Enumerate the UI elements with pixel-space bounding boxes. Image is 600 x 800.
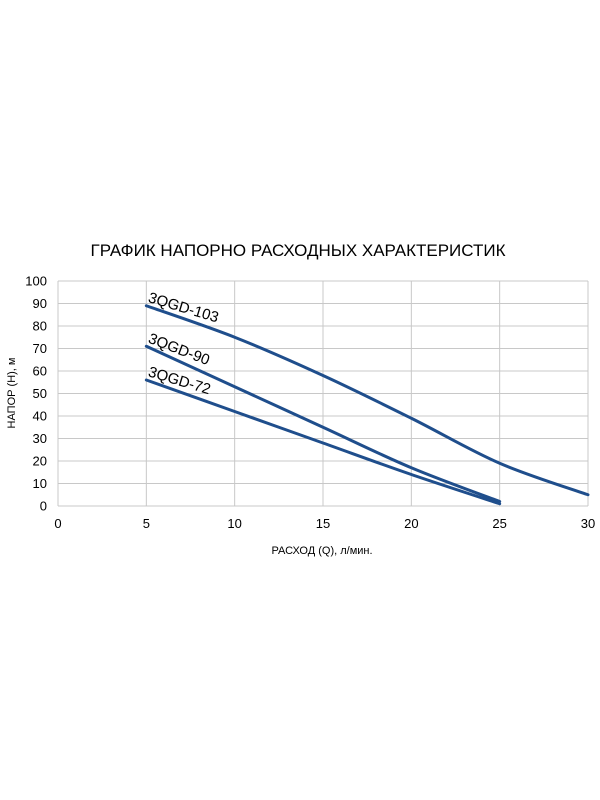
series-label-3qgd-103: 3QGD-103	[146, 289, 220, 326]
y-tick-label: 60	[33, 364, 47, 379]
y-tick-label: 90	[33, 296, 47, 311]
grid	[57, 280, 589, 507]
x-axis-ticks: 0 5 10 15 20 25 30	[54, 516, 595, 531]
y-axis-ticks: 0 10 20 30 40 50 60 70 80 90 100	[25, 274, 47, 514]
x-tick-label: 10	[227, 516, 241, 531]
y-tick-label: 70	[33, 341, 47, 356]
y-tick-label: 30	[33, 431, 47, 446]
series-lines	[144, 304, 590, 506]
y-tick-label: 80	[33, 319, 47, 334]
y-tick-label: 10	[33, 476, 47, 491]
y-tick-label: 0	[40, 499, 47, 514]
x-tick-label: 0	[54, 516, 61, 531]
x-tick-label: 30	[581, 516, 595, 531]
series-label-3qgd-90: 3QGD-90	[146, 330, 212, 369]
x-tick-label: 5	[143, 516, 150, 531]
series-line-3qgd-72	[144, 378, 502, 506]
y-axis-label: НАПОР (H), м	[6, 358, 18, 429]
y-tick-label: 100	[25, 274, 47, 289]
y-tick-label: 40	[33, 409, 47, 424]
x-tick-label: 20	[404, 516, 418, 531]
x-axis-label: РАСХОД (Q), л/мин.	[271, 545, 372, 557]
y-tick-label: 20	[33, 454, 47, 469]
x-tick-label: 15	[316, 516, 330, 531]
x-tick-label: 25	[492, 516, 506, 531]
series-line-3qgd-103	[144, 304, 590, 497]
chart-title: ГРАФИК НАПОРНО РАСХОДНЫХ ХАРАКТЕРИСТИК	[90, 241, 505, 260]
y-tick-label: 50	[33, 386, 47, 401]
series-line-3qgd-90	[144, 344, 502, 503]
